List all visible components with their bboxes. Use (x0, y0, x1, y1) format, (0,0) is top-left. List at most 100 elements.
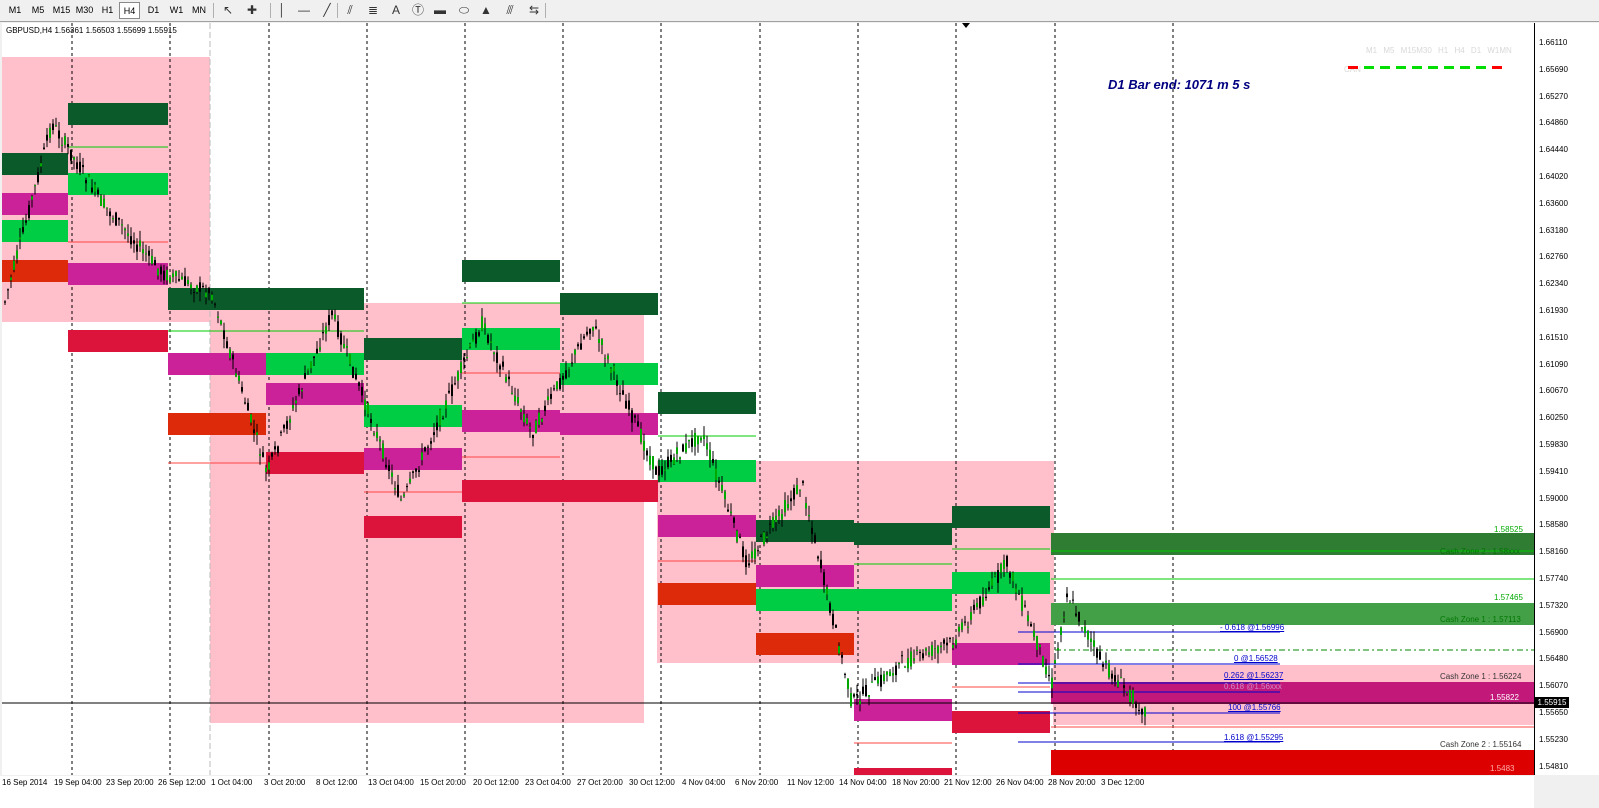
timeframe-w1-button[interactable]: W1 (169, 5, 184, 15)
supply-demand-zone (2, 260, 68, 282)
candle-body (127, 233, 129, 236)
candle-body (1078, 611, 1080, 622)
candle-body (406, 486, 408, 488)
candle-body (502, 361, 504, 367)
vertical-line-icon[interactable]: │ (278, 3, 286, 17)
timeframe-d1-button[interactable]: D1 (147, 5, 160, 15)
candle-body (1024, 605, 1026, 607)
candle-body (811, 527, 813, 534)
trendline-icon[interactable]: ╱ (323, 3, 331, 17)
candle-body (805, 503, 807, 509)
candle-body (256, 432, 258, 435)
candle-body (286, 420, 288, 429)
arrows-icon[interactable]: ⇆ (528, 3, 540, 17)
candle-body (973, 604, 975, 611)
price-tick: 1.56900 (1539, 627, 1568, 637)
timeframe-mn-button[interactable]: MN (192, 5, 206, 15)
supply-demand-zone (854, 699, 952, 721)
candle-body (751, 551, 753, 559)
candle-body (634, 415, 636, 418)
candle-body (586, 331, 588, 335)
candle-body (1039, 644, 1041, 648)
candle-body (343, 343, 345, 348)
text-label-icon[interactable]: Ⓣ (411, 3, 424, 17)
andrews-pitchfork-icon[interactable]: ⫻ (506, 3, 514, 17)
triangle-icon[interactable]: ▲ (480, 3, 492, 17)
candle-body (319, 347, 321, 350)
candle-body (859, 700, 861, 705)
candle-body (685, 443, 687, 453)
supply-demand-zone (560, 363, 658, 385)
cursor-icon[interactable]: ↖ (222, 3, 234, 17)
candle-body (238, 375, 240, 381)
timeframe-m1-button[interactable]: M1 (8, 5, 22, 15)
timeframe-h1-button[interactable]: H1 (101, 5, 114, 15)
rectangle-icon[interactable]: ▬ (434, 3, 446, 17)
supply-demand-zone (68, 173, 168, 195)
candle-body (844, 673, 846, 675)
candle-body (1096, 648, 1098, 658)
candle-body (211, 294, 213, 301)
candle-body (886, 671, 888, 675)
timeframe-m15-button[interactable]: M15 (52, 5, 71, 15)
price-chart[interactable]: GBPUSD,H4 1.56361 1.56503 1.55699 1.5591… (2, 23, 1535, 775)
candle-body (298, 387, 300, 395)
candle-body (643, 440, 645, 451)
candle-body (229, 349, 231, 359)
toolbar-separator (213, 3, 214, 18)
timeframe-m30-button[interactable]: M30 (75, 5, 94, 15)
candle-body (946, 642, 948, 646)
candle-body (796, 485, 798, 495)
candle-body (250, 414, 252, 423)
candle-body (448, 390, 450, 393)
candle-body (835, 624, 837, 628)
horizontal-line-icon[interactable]: — (298, 3, 310, 17)
candle-body (25, 220, 27, 223)
candle-body (565, 370, 567, 379)
candle-body (799, 489, 801, 491)
candle-body (217, 316, 219, 318)
timeframe-h4-button[interactable]: H4 (119, 2, 140, 19)
candle-body (853, 694, 855, 697)
candle-body (784, 499, 786, 513)
text-icon[interactable]: A (391, 3, 400, 17)
supply-demand-zone (658, 583, 756, 605)
date-tick: 1 Oct 04:00 (211, 778, 253, 787)
candle-body (631, 410, 633, 423)
candle-body (454, 383, 456, 385)
candle-body (376, 431, 378, 438)
candle-body (64, 136, 66, 145)
candle-body (7, 289, 9, 291)
price-tick: 1.58580 (1539, 520, 1568, 530)
candle-body (649, 455, 651, 465)
candle-body (757, 550, 759, 552)
price-axis[interactable]: 1.66110 1.65690 1.65270 1.64860 1.64440 1.640… (1535, 23, 1599, 775)
price-tick: 1.61930 (1539, 306, 1568, 315)
can-label: CAN (1344, 65, 1361, 74)
candle-body (496, 352, 498, 363)
candle-body (607, 355, 609, 360)
candle-body (823, 572, 825, 586)
channel-icon[interactable]: ⫽ (347, 3, 353, 17)
candle-body (772, 517, 774, 528)
candle-body (991, 578, 993, 586)
candle-body (421, 452, 423, 461)
ellipse-icon[interactable]: ⬭ (458, 3, 470, 17)
candle-body (670, 454, 672, 462)
supply-demand-zone (1051, 533, 1534, 555)
supply-demand-zone (266, 383, 364, 405)
candle-body (292, 405, 294, 409)
candle-body (769, 523, 771, 525)
candle-body (673, 457, 675, 465)
timeframe-m5-button[interactable]: M5 (31, 5, 45, 15)
crosshair-icon[interactable]: ✚ (246, 3, 258, 17)
candle-body (475, 332, 477, 344)
fibonacci-icon[interactable]: ≣ (367, 3, 379, 17)
candle-body (31, 196, 33, 200)
candle-body (754, 548, 756, 559)
candle-body (820, 559, 822, 569)
price-tick: 1.64860 (1539, 118, 1568, 128)
candle-body (517, 397, 519, 404)
time-axis[interactable]: 16 Sep 2014 19 Sep 04:00 23 Sep 20:00 26 Se… (0, 776, 1534, 808)
candle-body (892, 673, 894, 676)
